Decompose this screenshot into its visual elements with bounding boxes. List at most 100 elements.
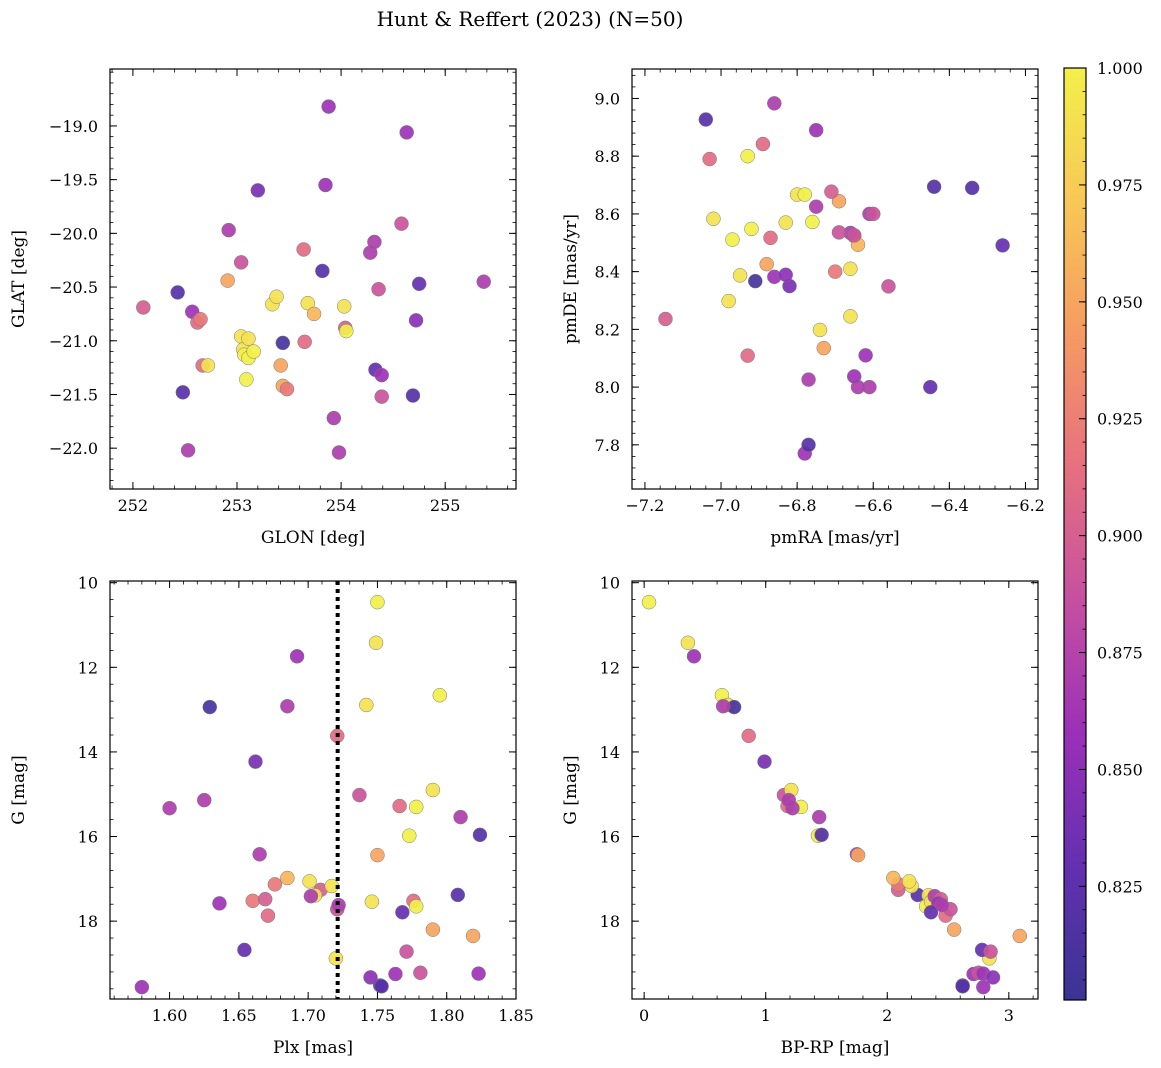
scatter-point <box>170 285 185 300</box>
axis-ticks: 252 253 254 255 −22.0 −21.5 −21.0 −20.5 −20.0 −19… <box>49 69 516 515</box>
scatter-point <box>408 313 424 328</box>
scatter-point <box>465 928 481 944</box>
scatter-point <box>368 635 384 651</box>
scatter-point <box>658 311 673 327</box>
x-tick-label: −6.4 <box>930 496 969 515</box>
colorbar-tick-label: 0.900 <box>1097 527 1143 546</box>
axis-ticks: 1.60 1.65 1.70 1.75 1.80 1.85 10 12 14 16 18 <box>78 574 534 1025</box>
scatter-point <box>250 183 266 198</box>
y-tick-label: 9.0 <box>595 89 620 108</box>
scatter-point <box>1012 928 1028 944</box>
scatter-point <box>983 944 998 959</box>
scatter-point <box>367 234 382 250</box>
scatter-point <box>326 410 342 426</box>
scatter-point <box>237 942 252 958</box>
scatter-point <box>233 255 249 270</box>
panel-3: 1.60 1.65 1.70 1.75 1.80 1.85 10 12 14 16 18 Plx [m… <box>9 574 534 1058</box>
scatter-panels: 252 253 254 255 −22.0 −21.5 −21.0 −20.5 −20.0 −19… <box>9 68 1045 1058</box>
x-tick-label: 254 <box>326 496 357 515</box>
y-tick-label: 8.2 <box>595 320 620 339</box>
scatter-point <box>352 787 367 803</box>
x-tick-label: −7.2 <box>626 496 665 515</box>
x-tick-label: −6.6 <box>854 496 893 515</box>
y-tick-label: 10 <box>78 574 98 593</box>
scatter-point <box>715 698 731 714</box>
scatter-point <box>827 264 843 279</box>
y-tick-label: 18 <box>600 912 620 931</box>
scatter-point <box>331 445 347 460</box>
scatter-point <box>846 369 862 384</box>
scatter-points <box>641 594 1028 995</box>
scatter-point <box>296 242 311 257</box>
scatter-point <box>395 905 410 920</box>
scatter-point <box>399 944 414 959</box>
y-tick-label: 7.8 <box>595 436 620 455</box>
scatter-points <box>136 99 491 460</box>
x-tick-label: 0 <box>639 1006 649 1025</box>
scatter-point <box>831 225 847 240</box>
scatter-point <box>946 922 962 937</box>
x-tick-label: 1.65 <box>221 1006 257 1025</box>
scatter-point <box>778 215 793 230</box>
scatter-point <box>680 635 696 651</box>
x-tick-label: −6.8 <box>778 496 817 515</box>
x-axis-label: BP-RP [mag] <box>781 1038 890 1058</box>
scatter-point <box>374 389 389 404</box>
x-axis-label: GLON [deg] <box>261 528 365 548</box>
scatter-point <box>248 754 263 769</box>
x-tick-label: 255 <box>430 496 461 515</box>
scatter-point <box>812 322 828 338</box>
figure-title: Hunt & Reffert (2023) (N=50) <box>377 7 684 31</box>
y-tick-label: −20.5 <box>49 278 98 297</box>
scatter-point <box>252 847 267 862</box>
x-tick-label: 2 <box>882 1006 892 1025</box>
scatter-point <box>472 827 488 843</box>
scatter-point <box>450 887 466 903</box>
scatter-point <box>134 979 150 995</box>
scatter-point <box>392 798 407 814</box>
scatter-point <box>741 728 756 744</box>
scatter-point <box>212 896 227 911</box>
x-axis-label: Plx [mas] <box>273 1038 353 1058</box>
scatter-points <box>134 594 488 995</box>
scatter-point <box>388 966 403 982</box>
scatter-point <box>280 870 295 886</box>
scatter-point <box>641 594 657 610</box>
scatter-point <box>267 877 283 892</box>
x-tick-label: −7.0 <box>702 496 741 515</box>
scatter-point <box>399 125 414 140</box>
scatter-point <box>698 112 714 127</box>
axes-frame <box>109 68 517 490</box>
y-tick-label: 16 <box>78 828 98 847</box>
scatter-point <box>162 800 177 816</box>
y-tick-label: −22.0 <box>49 439 98 458</box>
y-tick-label: 12 <box>78 658 98 677</box>
scatter-point <box>755 136 771 152</box>
scatter-point <box>241 331 256 346</box>
scatter-point <box>425 782 441 798</box>
y-tick-label: 8.4 <box>595 263 620 282</box>
colorbar-tick-label: 0.850 <box>1097 760 1143 779</box>
scatter-point <box>934 897 950 913</box>
scatter-point <box>371 281 386 297</box>
scatter-points <box>658 96 1010 461</box>
scatter-point <box>926 179 942 195</box>
x-tick-label: 1.85 <box>498 1006 534 1025</box>
scatter-point <box>289 649 305 664</box>
scatter-point <box>706 211 721 227</box>
scatter-point <box>336 299 352 314</box>
scatter-point <box>725 232 740 247</box>
scatter-point <box>886 870 901 886</box>
y-tick-label: 12 <box>600 658 620 677</box>
colorbar-tick-label: 0.950 <box>1097 293 1143 312</box>
scatter-point <box>432 687 448 703</box>
scatter-point <box>757 754 772 769</box>
scatter-point <box>246 344 261 359</box>
axes-frame <box>109 580 517 1000</box>
scatter-point <box>374 979 389 994</box>
y-tick-label: −19.5 <box>49 171 98 190</box>
scatter-point <box>846 228 862 243</box>
scatter-point <box>778 267 793 283</box>
